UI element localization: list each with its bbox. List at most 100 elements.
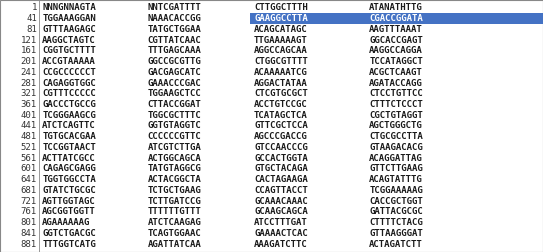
Text: 1: 1 xyxy=(31,3,37,12)
Text: GTTTAAGAGC: GTTTAAGAGC xyxy=(42,25,96,34)
Text: CTGGCGTTTT: CTGGCGTTTT xyxy=(254,57,308,66)
Text: ACTGGCAGCA: ACTGGCAGCA xyxy=(148,154,201,163)
Text: ACTAGATCTT: ACTAGATCTT xyxy=(369,240,423,249)
Text: 161: 161 xyxy=(21,46,37,55)
Text: GCAAACAAAC: GCAAACAAAC xyxy=(254,197,308,206)
Text: CGTTTCCCCC: CGTTTCCCCC xyxy=(42,89,96,98)
Text: CACTAGAAGA: CACTAGAAGA xyxy=(254,175,308,184)
Text: TCAGTGGAAC: TCAGTGGAAC xyxy=(148,229,201,238)
Text: GATTACGCGC: GATTACGCGC xyxy=(369,207,423,216)
Text: CGTTATCAAC: CGTTATCAAC xyxy=(148,36,201,45)
Text: TGGAAAGGAN: TGGAAAGGAN xyxy=(42,14,96,23)
Text: TCGGAAAAAG: TCGGAAAAAG xyxy=(369,186,423,195)
Text: GCCACTGGTA: GCCACTGGTA xyxy=(254,154,308,163)
Text: ACAAAAATCG: ACAAAAATCG xyxy=(254,68,308,77)
Text: GACGAGCATC: GACGAGCATC xyxy=(148,68,201,77)
Text: CGACCGGATA: CGACCGGATA xyxy=(369,14,423,23)
Text: 601: 601 xyxy=(21,165,37,173)
Text: GACCCTGCCG: GACCCTGCCG xyxy=(42,100,96,109)
Text: AGGCCAGCAA: AGGCCAGCAA xyxy=(254,46,308,55)
Text: GAAAACTCAC: GAAAACTCAC xyxy=(254,229,308,238)
Text: AGCGGTGGTT: AGCGGTGGTT xyxy=(42,207,96,216)
Text: TCCGGTAACT: TCCGGTAACT xyxy=(42,143,96,152)
Text: GTGCTACAGA: GTGCTACAGA xyxy=(254,165,308,173)
Text: CGCTGTAGGT: CGCTGTAGGT xyxy=(369,111,423,120)
Text: TTGAAAAAGT: TTGAAAAAGT xyxy=(254,36,308,45)
Text: AGGACTATAA: AGGACTATAA xyxy=(254,79,308,87)
Text: CTCCTGTTCC: CTCCTGTTCC xyxy=(369,89,423,98)
Text: 121: 121 xyxy=(21,36,37,45)
Text: NAAACACCGG: NAAACACCGG xyxy=(148,14,201,23)
Text: ATCTCAAGAG: ATCTCAAGAG xyxy=(148,218,201,227)
Text: CACCGCTGGT: CACCGCTGGT xyxy=(369,197,423,206)
Text: GTTCTTGAAG: GTTCTTGAAG xyxy=(369,165,423,173)
Text: GGCACCGAGT: GGCACCGAGT xyxy=(369,36,423,45)
Text: ACAGGATTAG: ACAGGATTAG xyxy=(369,154,423,163)
Text: 561: 561 xyxy=(21,154,37,163)
Text: AGCCCGACCG: AGCCCGACCG xyxy=(254,132,308,141)
Text: 441: 441 xyxy=(21,121,37,131)
Text: ACCGTAAAAA: ACCGTAAAAA xyxy=(42,57,96,66)
Text: 201: 201 xyxy=(21,57,37,66)
Text: AGCTGGGCTG: AGCTGGGCTG xyxy=(369,121,423,131)
Text: 641: 641 xyxy=(21,175,37,184)
Text: NNTCGATTTT: NNTCGATTTT xyxy=(148,3,201,12)
Text: ATANATНTTG: ATANATНTTG xyxy=(369,3,423,12)
Text: TCTGCTGAAG: TCTGCTGAAG xyxy=(148,186,201,195)
Text: CCGCCCCCCT: CCGCCCCCCT xyxy=(42,68,96,77)
Text: 521: 521 xyxy=(21,143,37,152)
Text: ACAGCATAGC: ACAGCATAGC xyxy=(254,25,308,34)
Text: GAAACCCGAC: GAAACCCGAC xyxy=(148,79,201,87)
Text: ACCTGTCCGC: ACCTGTCCGC xyxy=(254,100,308,109)
Text: CAGAGCGAGG: CAGAGCGAGG xyxy=(42,165,96,173)
Text: TCATAGCTCA: TCATAGCTCA xyxy=(254,111,308,120)
Text: TTTTTTGTTT: TTTTTTGTTT xyxy=(148,207,201,216)
Text: AAGTTTAAAT: AAGTTTAAAT xyxy=(369,25,423,34)
Text: GGCCGCGTTG: GGCCGCGTTG xyxy=(148,57,201,66)
Text: ACAGTATTTG: ACAGTATTTG xyxy=(369,175,423,184)
Text: CAGAGGTGGC: CAGAGGTGGC xyxy=(42,79,96,87)
Text: AAGGCTAGTC: AAGGCTAGTC xyxy=(42,36,96,45)
Text: 481: 481 xyxy=(21,132,37,141)
Text: GTAAGACACG: GTAAGACACG xyxy=(369,143,423,152)
Text: TTTGAGCAAA: TTTGAGCAAA xyxy=(148,46,201,55)
Text: 281: 281 xyxy=(21,79,37,87)
Text: GTTCGCTCCA: GTTCGCTCCA xyxy=(254,121,308,131)
Text: GAAGGCCTTA: GAAGGCCTTA xyxy=(254,14,308,23)
Text: TTTGGTCATG: TTTGGTCATG xyxy=(42,240,96,249)
Text: CCCCCCGTTC: CCCCCCGTTC xyxy=(148,132,201,141)
Text: AGAAAAAAG: AGAAAAAAG xyxy=(42,218,91,227)
Bar xyxy=(250,13,543,24)
Text: ACGCTCAAGT: ACGCTCAAGT xyxy=(369,68,423,77)
Text: CTCGTGCGCT: CTCGTGCGCT xyxy=(254,89,308,98)
Text: TGGCGCTTTC: TGGCGCTTTC xyxy=(148,111,201,120)
Text: AGATTATCAA: AGATTATCAA xyxy=(148,240,201,249)
Text: CTTTCTCCCT: CTTTCTCCCT xyxy=(369,100,423,109)
Text: 241: 241 xyxy=(21,68,37,77)
Text: AAGGCCAGGA: AAGGCCAGGA xyxy=(369,46,423,55)
Text: 361: 361 xyxy=(21,100,37,109)
Text: TGGTGGCCTA: TGGTGGCCTA xyxy=(42,175,96,184)
Text: CTGCGCCTTA: CTGCGCCTTA xyxy=(369,132,423,141)
Text: CTTACCGGAT: CTTACCGGAT xyxy=(148,100,201,109)
Text: ATCCTTTGAT: ATCCTTTGAT xyxy=(254,218,308,227)
Text: TCCATAGGCT: TCCATAGGCT xyxy=(369,57,423,66)
Text: 401: 401 xyxy=(21,111,37,120)
Text: 681: 681 xyxy=(21,186,37,195)
Text: GTATCTGCGC: GTATCTGCGC xyxy=(42,186,96,195)
Text: 761: 761 xyxy=(21,207,37,216)
Text: ATCGTCTTGA: ATCGTCTTGA xyxy=(148,143,201,152)
Text: GTTAAGGGAT: GTTAAGGGAT xyxy=(369,229,423,238)
Text: GGTCTGACGC: GGTCTGACGC xyxy=(42,229,96,238)
Text: TCGGGAAGCG: TCGGGAAGCG xyxy=(42,111,96,120)
Text: AGTTGGTAGC: AGTTGGTAGC xyxy=(42,197,96,206)
Text: 321: 321 xyxy=(21,89,37,98)
Text: GCAAGCAGCA: GCAAGCAGCA xyxy=(254,207,308,216)
Text: CTTGGCTTTН: CTTGGCTTTН xyxy=(254,3,308,12)
Text: NNNGNNAGTA: NNNGNNAGTA xyxy=(42,3,96,12)
Text: GTCCAACCCG: GTCCAACCCG xyxy=(254,143,308,152)
Text: 881: 881 xyxy=(21,240,37,249)
Text: 841: 841 xyxy=(21,229,37,238)
Text: GGTGTAGGTC: GGTGTAGGTC xyxy=(148,121,201,131)
Text: TGTGCACGAA: TGTGCACGAA xyxy=(42,132,96,141)
